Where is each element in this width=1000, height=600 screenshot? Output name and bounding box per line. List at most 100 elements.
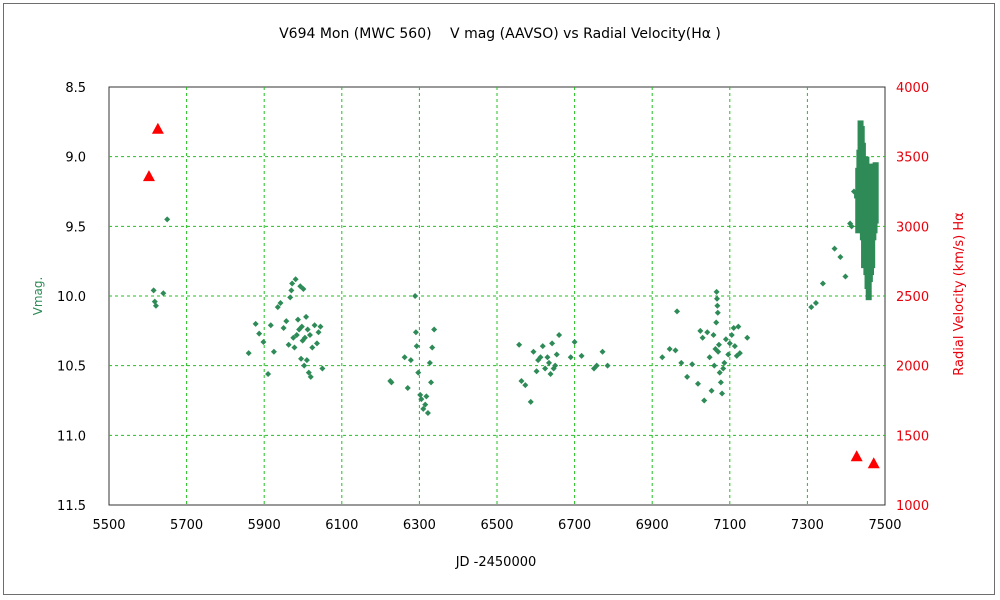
vmag-point	[305, 369, 312, 376]
vmag-point	[417, 391, 424, 398]
vmag-point	[713, 288, 720, 295]
chart-title: V694 Mon (MWC 560) V mag (AAVSO) vs Radi…	[279, 26, 721, 42]
vmag-point	[301, 334, 308, 341]
vmag-point	[306, 332, 313, 339]
vmag-point	[429, 344, 436, 351]
vmag-point	[423, 393, 430, 400]
vmag-point	[678, 359, 685, 366]
vmag-point	[418, 396, 425, 403]
vmag-point	[285, 341, 292, 348]
y2-tick-label: 1000	[896, 499, 929, 514]
vmag-point	[518, 377, 525, 384]
vmag-point	[697, 327, 704, 334]
vmag-point	[412, 329, 419, 336]
vmag-point	[289, 280, 296, 287]
vmag-point	[711, 362, 718, 369]
vmag-band	[872, 162, 879, 224]
vmag-point	[701, 397, 708, 404]
vmag-point	[714, 302, 721, 309]
y2-tick-label: 1500	[896, 429, 929, 444]
vmag-point	[301, 362, 308, 369]
vmag-point	[415, 369, 422, 376]
vmag-point	[313, 340, 320, 347]
vmag-point	[715, 348, 722, 355]
radial-velocity-point	[867, 457, 880, 469]
vmag-point	[431, 326, 438, 333]
vmag-point	[298, 355, 305, 362]
vmag-point	[304, 326, 311, 333]
y2-tick-label: 2500	[896, 290, 929, 305]
vmag-point	[721, 359, 728, 366]
vmag-point	[300, 286, 307, 293]
vmag-point	[428, 379, 435, 386]
y-tick-label: 10.5	[57, 360, 86, 375]
vmag-point	[303, 357, 310, 364]
y2-axis-label: Radial Velocity (km/s) Hα	[952, 212, 967, 375]
vmag-point	[728, 332, 735, 339]
vmag-point	[731, 343, 738, 350]
vmag-point	[274, 304, 281, 311]
x-tick-label: 6500	[480, 518, 513, 533]
vmag-point	[319, 365, 326, 372]
y-tick-label: 11.5	[57, 499, 86, 514]
vmag-point	[726, 340, 733, 347]
vmag-point	[567, 354, 574, 361]
y-tick-label: 9.0	[65, 151, 86, 166]
vmag-point	[571, 338, 578, 345]
vmag-point	[819, 280, 826, 287]
vmag-point	[293, 332, 300, 339]
vmag-point	[831, 245, 838, 252]
y-tick-label: 10.0	[57, 290, 86, 305]
y2-tick-label: 3500	[896, 151, 929, 166]
vmag-point	[715, 341, 722, 348]
x-axis-label: JD -2450000	[455, 555, 537, 570]
vmag-point	[151, 298, 158, 305]
vmag-point	[309, 344, 316, 351]
y-tick-label: 9.5	[65, 220, 86, 235]
vmag-point	[593, 362, 600, 369]
vmag-point	[674, 308, 681, 315]
y2-tick-label: 2000	[896, 360, 929, 375]
vmag-point	[539, 343, 546, 350]
y-tick-label: 8.5	[65, 81, 86, 96]
vmag-point	[744, 334, 751, 341]
vmag-point	[260, 338, 267, 345]
vmag-point	[404, 384, 411, 391]
vmag-point	[730, 325, 737, 332]
vmag-point	[412, 293, 419, 299]
x-tick-label: 6900	[636, 518, 669, 533]
x-tick-label: 6700	[558, 518, 591, 533]
vmag-point	[426, 359, 433, 366]
y2-tick-label: 3000	[896, 220, 929, 235]
vmag-point	[537, 354, 544, 361]
vmag-point	[684, 373, 691, 380]
vmag-point	[522, 382, 529, 389]
vmag-point	[672, 347, 679, 354]
vmag-point	[842, 273, 849, 280]
vmag-point	[599, 348, 606, 355]
vmag-point	[424, 410, 431, 417]
vmag-point	[527, 398, 534, 405]
grid	[109, 87, 885, 505]
vmag-point	[666, 345, 673, 352]
vmag-point	[401, 354, 408, 361]
chart-frame	[3, 3, 995, 595]
vmag-point	[716, 369, 723, 376]
vmag-point	[547, 371, 554, 378]
x-tick-label: 7500	[868, 518, 901, 533]
vmag-point	[533, 368, 540, 375]
vmag-point	[850, 188, 857, 195]
vmag-point	[713, 295, 720, 302]
x-tick-label: 7300	[791, 518, 824, 533]
vmag-point	[717, 379, 724, 386]
x-tick-label: 5900	[248, 518, 281, 533]
vmag-point	[659, 354, 666, 361]
vmag-point	[604, 362, 611, 369]
vmag-point	[552, 362, 559, 369]
vmag-point	[288, 287, 295, 294]
vmag-point	[311, 322, 318, 329]
vmag-point	[388, 379, 395, 386]
vmag-point	[290, 334, 297, 341]
y-axis-label: Vmag.	[31, 277, 45, 316]
